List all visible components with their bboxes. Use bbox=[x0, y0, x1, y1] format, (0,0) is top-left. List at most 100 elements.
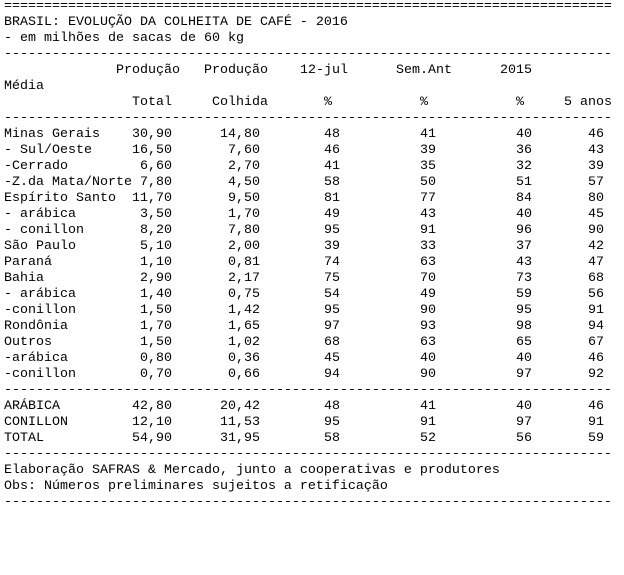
cell-media-5-anos: 43 bbox=[588, 143, 604, 158]
cell-12-jul: 58 bbox=[324, 175, 340, 190]
separator-text: ----------------------------------------… bbox=[4, 495, 612, 510]
table-row: - Sul/Oeste 16,50 7,60 46 39 36 43 bbox=[4, 143, 620, 159]
report-document: ========================================… bbox=[4, 0, 620, 511]
cell-sem-ant: 43 bbox=[420, 207, 436, 222]
cell-12-jul: 58 bbox=[324, 431, 340, 446]
cell-colhida: 4,50 bbox=[228, 175, 260, 190]
cell-12-jul: 81 bbox=[324, 191, 340, 206]
cell-total: 0,80 bbox=[140, 351, 172, 366]
cell-2015: 43 bbox=[516, 255, 532, 270]
cell-colhida: 31,95 bbox=[220, 431, 260, 446]
cell-12-jul: 54 bbox=[324, 287, 340, 302]
report-subtitle: - em milhões de sacas de 60 kg bbox=[4, 31, 244, 46]
row-label: - Sul/Oeste bbox=[4, 143, 92, 158]
header-media-line: Média bbox=[4, 79, 620, 95]
cell-colhida: 0,81 bbox=[228, 255, 260, 270]
cell-media-5-anos: 68 bbox=[588, 271, 604, 286]
row-label: ARÁBICA bbox=[4, 399, 60, 414]
table-row: Rondônia 1,70 1,65 97 93 98 94 bbox=[4, 319, 620, 335]
cell-media-5-anos: 39 bbox=[588, 159, 604, 174]
cell-media-5-anos: 91 bbox=[588, 303, 604, 318]
cell-media-5-anos: 59 bbox=[588, 431, 604, 446]
cell-colhida: 2,00 bbox=[228, 239, 260, 254]
col-header-2015-pct: % bbox=[516, 95, 524, 110]
cell-total: 2,90 bbox=[140, 271, 172, 286]
row-label: TOTAL bbox=[4, 431, 44, 446]
row-label: -Cerrado bbox=[4, 159, 68, 174]
table-row: -Z.da Mata/Norte 7,80 4,50 58 50 51 57 bbox=[4, 175, 620, 191]
cell-colhida: 14,80 bbox=[220, 127, 260, 142]
cell-2015: 59 bbox=[516, 287, 532, 302]
table-row: - conillon 8,20 7,80 95 91 96 90 bbox=[4, 223, 620, 239]
separator-text: ----------------------------------------… bbox=[4, 111, 612, 126]
cell-sem-ant: 63 bbox=[420, 335, 436, 350]
table-row: Paraná 1,10 0,81 74 63 43 47 bbox=[4, 255, 620, 271]
cell-12-jul: 95 bbox=[324, 415, 340, 430]
cell-colhida: 1,02 bbox=[228, 335, 260, 350]
cell-2015: 40 bbox=[516, 207, 532, 222]
separator: ----------------------------------------… bbox=[4, 495, 620, 511]
row-label: -conillon bbox=[4, 303, 76, 318]
cell-12-jul: 39 bbox=[324, 239, 340, 254]
cell-2015: 65 bbox=[516, 335, 532, 350]
table-row: Espírito Santo 11,70 9,50 81 77 84 80 bbox=[4, 191, 620, 207]
row-label: São Paulo bbox=[4, 239, 76, 254]
double-separator: ========================================… bbox=[4, 0, 620, 15]
col-header-producao-total: Produção bbox=[116, 63, 180, 78]
cell-total: 1,40 bbox=[140, 287, 172, 302]
cell-total: 42,80 bbox=[132, 399, 172, 414]
separator: ----------------------------------------… bbox=[4, 447, 620, 463]
cell-2015: 95 bbox=[516, 303, 532, 318]
cell-total: 8,20 bbox=[140, 223, 172, 238]
col-header-12-jul-pct: % bbox=[324, 95, 332, 110]
cell-media-5-anos: 45 bbox=[588, 207, 604, 222]
cell-sem-ant: 33 bbox=[420, 239, 436, 254]
separator-text: ----------------------------------------… bbox=[4, 47, 612, 62]
cell-media-5-anos: 94 bbox=[588, 319, 604, 334]
col-header-sem-ant-pct: % bbox=[420, 95, 428, 110]
cell-2015: 97 bbox=[516, 367, 532, 382]
row-label: CONILLON bbox=[4, 415, 68, 430]
cell-12-jul: 46 bbox=[324, 143, 340, 158]
row-label: -conillon bbox=[4, 367, 76, 382]
cell-media-5-anos: 46 bbox=[588, 399, 604, 414]
cell-total: 11,70 bbox=[132, 191, 172, 206]
totals-row: CONILLON 12,10 11,53 95 91 97 91 bbox=[4, 415, 620, 431]
title-line: BRASIL: EVOLUÇÃO DA COLHEITA DE CAFÉ - 2… bbox=[4, 15, 620, 31]
cell-total: 1,10 bbox=[140, 255, 172, 270]
cell-sem-ant: 90 bbox=[420, 367, 436, 382]
cell-sem-ant: 49 bbox=[420, 287, 436, 302]
cell-sem-ant: 70 bbox=[420, 271, 436, 286]
cell-colhida: 0,75 bbox=[228, 287, 260, 302]
col-header-colhida: Colhida bbox=[212, 95, 268, 110]
totals-row: ARÁBICA 42,80 20,42 48 41 40 46 bbox=[4, 399, 620, 415]
row-label: Espírito Santo bbox=[4, 191, 116, 206]
cell-sem-ant: 63 bbox=[420, 255, 436, 270]
table-row: -Cerrado 6,60 2,70 41 35 32 39 bbox=[4, 159, 620, 175]
table-row: -conillon 0,70 0,66 94 90 97 92 bbox=[4, 367, 620, 383]
cell-12-jul: 48 bbox=[324, 399, 340, 414]
separator: ----------------------------------------… bbox=[4, 47, 620, 63]
cell-sem-ant: 35 bbox=[420, 159, 436, 174]
row-label: -Z.da Mata/Norte bbox=[4, 175, 132, 190]
cell-12-jul: 48 bbox=[324, 127, 340, 142]
cell-2015: 32 bbox=[516, 159, 532, 174]
col-header-producao-colhida: Produção bbox=[204, 63, 268, 78]
col-header-sem-ant: Sem.Ant bbox=[396, 63, 452, 78]
cell-media-5-anos: 46 bbox=[588, 351, 604, 366]
cell-media-5-anos: 46 bbox=[588, 127, 604, 142]
header-row-1: Produção Produção 12-jul Sem.Ant 2015 bbox=[4, 63, 620, 79]
table-row: -conillon 1,50 1,42 95 90 95 91 bbox=[4, 303, 620, 319]
cell-colhida: 7,60 bbox=[228, 143, 260, 158]
cell-2015: 40 bbox=[516, 399, 532, 414]
cell-colhida: 2,17 bbox=[228, 271, 260, 286]
cell-2015: 40 bbox=[516, 351, 532, 366]
cell-2015: 36 bbox=[516, 143, 532, 158]
cell-media-5-anos: 91 bbox=[588, 415, 604, 430]
cell-12-jul: 95 bbox=[324, 303, 340, 318]
cell-12-jul: 68 bbox=[324, 335, 340, 350]
cell-sem-ant: 40 bbox=[420, 351, 436, 366]
row-label: - conillon bbox=[4, 223, 84, 238]
col-header-5-anos: 5 anos bbox=[564, 95, 612, 110]
cell-2015: 51 bbox=[516, 175, 532, 190]
